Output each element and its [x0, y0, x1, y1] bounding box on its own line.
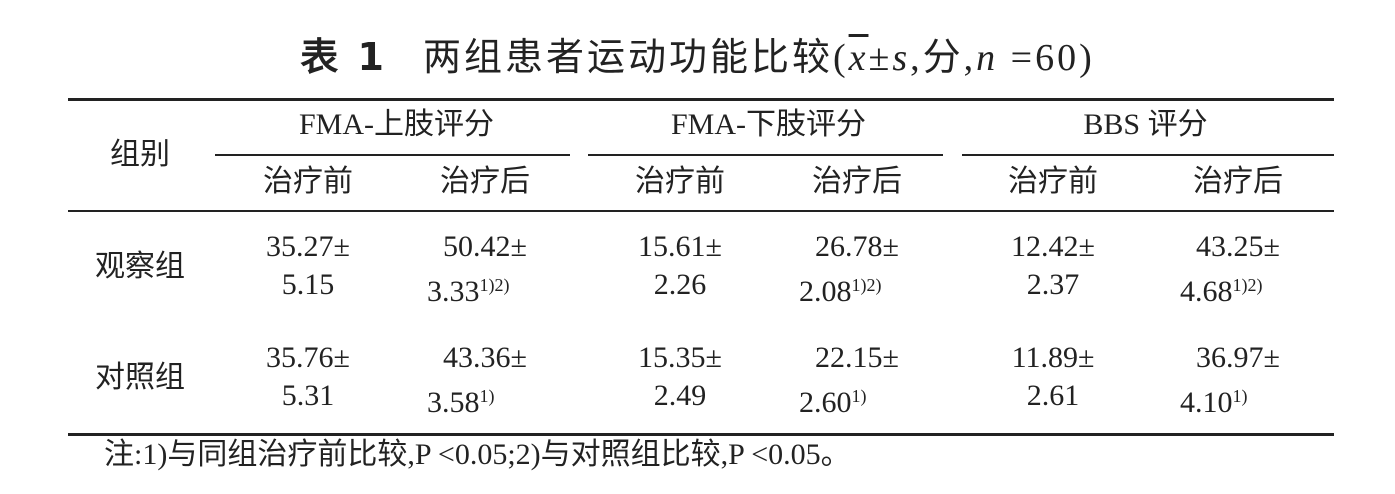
cell-sd-value: 4.10 [1180, 386, 1233, 419]
cell-sd-value: 2.61 [1026, 379, 1080, 412]
cell-sd: 2.37 [1027, 270, 1080, 300]
cell-note: 1)2) [479, 275, 510, 295]
cell-mean: 35.27± [266, 230, 350, 263]
cell-sd-value: 4.68 [1180, 275, 1233, 308]
title-text: =60) [998, 37, 1095, 79]
cell-note: 1) [851, 386, 867, 406]
row-label: 观察组 [95, 250, 185, 283]
cell-mean: 43.36± [443, 341, 527, 374]
corner-header: 组别 [110, 138, 170, 171]
cell-sd-value: 5.15 [281, 268, 335, 301]
title-text: n [976, 37, 999, 79]
cell-sd: 2.26 [654, 270, 707, 300]
cell-note: 1)2) [851, 275, 882, 295]
sub-header: 治疗前 [1008, 165, 1098, 198]
group-header: FMA-下肢评分 [670, 108, 867, 141]
footnote: 注:1)与同组治疗前比较,P <0.05;2)与对照组比较,P <0.05。 [104, 438, 851, 471]
cell-sd-value: 5.31 [281, 379, 335, 412]
cell-mean: 26.78± [815, 230, 899, 263]
cell-sd: 4.101) [1180, 381, 1248, 418]
sub-header: 治疗后 [1193, 165, 1283, 198]
group-rule [962, 154, 1334, 156]
bottom-rule [68, 433, 1334, 436]
group-rule [215, 154, 570, 156]
cell-mean: 35.76± [266, 341, 350, 374]
cell-sd: 3.331)2) [427, 270, 510, 307]
cell-sd: 5.15 [282, 270, 335, 300]
cell-mean: 15.61± [638, 230, 722, 263]
group-header: FMA-上肢评分 [298, 108, 495, 141]
cell-mean: 11.89± [1011, 341, 1095, 374]
sub-header: 治疗后 [440, 165, 530, 198]
sub-header: 治疗后 [812, 165, 902, 198]
cell-sd: 2.49 [654, 381, 707, 411]
group-header: BBS 评分 [1083, 108, 1208, 141]
title-text: 两组患者运动功能比较( [422, 37, 849, 79]
header-rule [68, 210, 1334, 212]
title-text: ± [868, 37, 893, 79]
cell-sd: 2.601) [799, 381, 867, 418]
cell-sd: 2.61 [1027, 381, 1080, 411]
cell-sd-value: 2.26 [653, 268, 707, 301]
title-text: s [892, 37, 911, 79]
cell-sd-value: 2.37 [1026, 268, 1080, 301]
cell-note: 1) [1232, 386, 1248, 406]
title-label: 表 1 [300, 35, 387, 79]
sub-header: 治疗前 [263, 165, 353, 198]
cell-sd-value: 2.49 [653, 379, 707, 412]
row-label: 对照组 [95, 361, 185, 394]
cell-sd-value: 2.60 [799, 386, 852, 419]
cell-mean: 50.42± [443, 230, 527, 263]
cell-sd-value: 3.33 [427, 275, 480, 308]
table-title: 表 1 两组患者运动功能比较(x±s,分,n =60) [0, 26, 1395, 81]
top-rule [68, 98, 1334, 101]
cell-note: 1)2) [1232, 275, 1263, 295]
cell-mean: 22.15± [815, 341, 899, 374]
cell-note: 1) [479, 386, 495, 406]
cell-sd-value: 2.08 [799, 275, 852, 308]
sub-header: 治疗前 [635, 165, 725, 198]
cell-mean: 12.42± [1011, 230, 1095, 263]
cell-mean: 43.25± [1196, 230, 1280, 263]
cell-mean: 36.97± [1196, 341, 1280, 374]
cell-sd: 5.31 [282, 381, 335, 411]
cell-sd: 2.081)2) [799, 270, 882, 307]
cell-sd: 4.681)2) [1180, 270, 1263, 307]
title-text: x [848, 37, 869, 79]
group-rule [588, 154, 943, 156]
cell-sd: 3.581) [427, 381, 495, 418]
cell-sd-value: 3.58 [427, 386, 480, 419]
title-text: ,分, [910, 37, 977, 79]
cell-mean: 15.35± [638, 341, 722, 374]
